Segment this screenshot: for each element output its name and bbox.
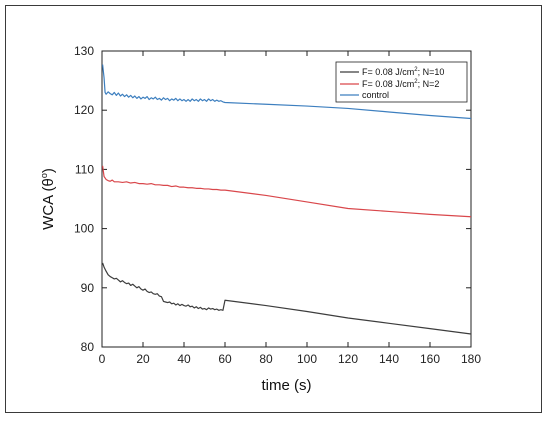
y-tick-label: 130 [74,44,94,58]
x-tick-label: 20 [136,352,150,366]
series-line-control [102,64,472,120]
x-tick-label: 140 [379,352,399,366]
x-axis-title: time (s) [262,377,312,394]
legend-entry-n2: F= 0.08 J/cm2; N=2 [362,79,439,89]
legend-entry-n10: F= 0.08 J/cm2; N=10 [362,67,444,77]
x-tick-label: 180 [461,352,481,366]
x-tick-label: 100 [297,352,317,366]
x-tick-label: 80 [259,352,273,366]
x-tick-label: 120 [338,352,358,366]
y-tick-label: 110 [75,162,94,176]
y-tick-label: 120 [74,103,94,117]
legend: F= 0.08 J/cm2; N=10 F= 0.08 J/cm2; N=2 c… [335,61,468,103]
x-tick-label: 0 [99,352,106,366]
legend-entry-control: control [362,90,389,100]
x-tick-label: 60 [218,352,232,366]
x-tick-label: 160 [420,352,440,366]
series-line-n10 [102,262,472,335]
y-tick-label: 80 [81,340,95,354]
y-tick-label: 90 [81,281,95,295]
x-tick-label: 40 [177,352,191,366]
data-series [102,64,472,335]
y-tick-label: 100 [74,222,94,236]
axis-ticks: 0 20 40 60 80 100 120 140 160 180 80 90 100 110 120 130 [74,44,481,366]
y-axis-title: WCA (θo) [39,168,57,230]
series-line-n2 [102,165,472,218]
y-axis-title-superscript: o [39,173,49,178]
